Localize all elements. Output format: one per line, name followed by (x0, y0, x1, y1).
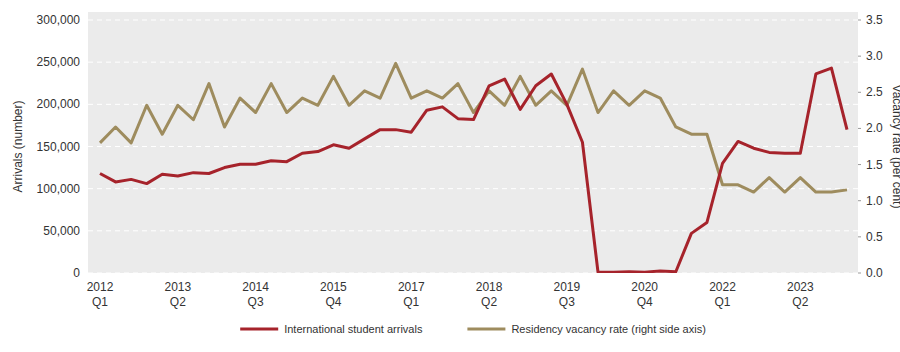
x-tick-label-part: 2020 (631, 280, 658, 294)
x-tick-label-part: Q2 (170, 295, 186, 309)
y2-tick-label: 2.5 (866, 85, 883, 99)
x-tick-label: 2015Q4 (320, 280, 347, 309)
y2-tick (858, 164, 861, 165)
y2-tick (858, 236, 861, 237)
chart: 0 50,000 100,000 150,000 200,000 250,000 300,0… (0, 0, 900, 352)
series-line (100, 68, 847, 272)
y2-tick (858, 128, 861, 129)
x-tick-label-part: 2017 (398, 280, 425, 294)
grid-line (88, 230, 858, 231)
y-tick-label: 150,000 (37, 140, 81, 154)
x-tick-label-part: Q1 (403, 295, 419, 309)
y2-tick (858, 20, 861, 21)
x-tick-label-part: Q4 (325, 295, 341, 309)
x-tick-label-part: 2018 (476, 280, 503, 294)
y-tick-label: 0 (73, 266, 80, 280)
y2-tick (858, 200, 861, 201)
legend-label: International student arrivals (284, 323, 423, 335)
x-tick-label: 2019Q3 (554, 280, 581, 309)
x-tick-label-part: Q3 (248, 295, 264, 309)
y-tick-label: 50,000 (43, 224, 80, 238)
grid-line (88, 20, 858, 21)
y-tick-label: 250,000 (37, 55, 81, 69)
x-tick-label: 2017Q1 (398, 280, 425, 309)
y2-axis-title: Vacancy rate (per cent) (890, 85, 900, 209)
legend-item: Residency vacancy rate (right side axis) (467, 323, 705, 335)
legend-label: Residency vacancy rate (right side axis) (511, 323, 705, 335)
legend-swatch (240, 328, 278, 331)
grid-line (88, 104, 858, 105)
x-tick-label: 2014Q3 (242, 280, 269, 309)
x-tick-label-part: Q1 (92, 295, 108, 309)
x-tick-label: 2020Q4 (631, 280, 658, 309)
x-tick-label: 2022Q1 (709, 280, 736, 309)
x-tick-label-part: 2014 (242, 280, 269, 294)
y2-tick-label: 2.0 (866, 121, 883, 135)
grid-line (88, 146, 858, 147)
y-tick-label: 100,000 (37, 182, 81, 196)
x-tick-label-part: 2013 (164, 280, 191, 294)
y2-tick (858, 56, 861, 57)
y2-tick-label: 3.0 (866, 49, 883, 63)
plot-background (88, 12, 858, 273)
x-tick-label-part: Q2 (481, 295, 497, 309)
x-tick-label-part: 2023 (787, 280, 814, 294)
x-tick-label-part: 2015 (320, 280, 347, 294)
x-tick-label: 2018Q2 (476, 280, 503, 309)
x-tick-label-part: Q4 (637, 295, 653, 309)
x-tick-label: 2023Q2 (787, 280, 814, 309)
legend-swatch (467, 328, 505, 331)
x-tick-label: 2012Q1 (87, 280, 114, 309)
x-tick-label-part: Q2 (792, 295, 808, 309)
y2-tick-label: 1.0 (866, 194, 883, 208)
y2-tick (858, 273, 861, 274)
y2-tick (858, 92, 861, 93)
x-tick-label-part: Q1 (714, 295, 730, 309)
x-tick-label-part: 2012 (87, 280, 114, 294)
series-group (100, 63, 847, 272)
x-tick-label: 2013Q2 (164, 280, 191, 309)
y2-tick-label: 3.5 (866, 13, 883, 27)
y2-tick-label: 0.5 (866, 230, 883, 244)
y2-tick-label: 1.5 (866, 158, 883, 172)
y-tick-label: 200,000 (37, 97, 81, 111)
y-axis-title: Arrivals (number) (11, 100, 25, 192)
x-tick-label-part: Q3 (559, 295, 575, 309)
legend-item: International student arrivals (240, 323, 423, 335)
grid-line (88, 273, 858, 274)
grid-line (88, 62, 858, 63)
x-tick-label-part: 2022 (709, 280, 736, 294)
y2-tick-label: 0.0 (866, 266, 883, 280)
y-tick-label: 300,000 (37, 13, 81, 27)
x-tick-label-part: 2019 (554, 280, 581, 294)
